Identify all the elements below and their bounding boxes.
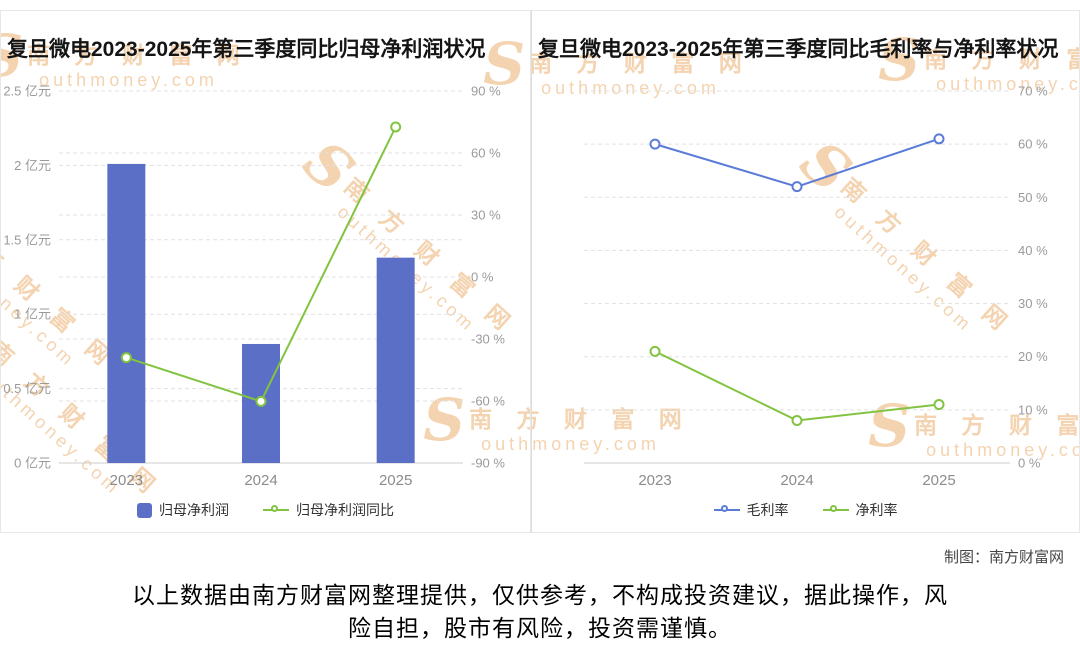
- right-axis-tick-label: 40 %: [1018, 243, 1048, 258]
- legend-label: 净利率: [855, 502, 898, 518]
- right-axis-tick-label: 30 %: [471, 208, 501, 223]
- left-axis-tick-label: 1.5 亿元: [3, 232, 51, 247]
- net-profit-chart: 0 亿元 0.5 亿元 1 亿元 1.5 亿元 2 亿元 2.5 亿元 -90 % -60 %…: [3, 84, 505, 490]
- net-profit-chart-title: 复旦微电2023-2025年第三季度同比归母净利润状况: [7, 38, 486, 61]
- disclaimer: 以上数据由南方财富网整理提供，仅供参考，不构成投资建议，据此操作，风 险自担，股…: [0, 579, 1080, 645]
- x-axis-label: 2023: [638, 472, 671, 489]
- right-axis-tick-label: -60 %: [471, 394, 505, 409]
- charts-row: 复旦微电2023-2025年第三季度同比归母净利润状况 0 亿元 0.5 亿元 1 …: [0, 10, 1080, 533]
- left-axis-tick-label: 1 亿元: [14, 307, 51, 322]
- left-axis-tick-label: 2 亿元: [14, 158, 51, 173]
- right-axis-tick-label: 0 %: [1018, 456, 1041, 471]
- x-axis-label: 2025: [922, 472, 955, 489]
- legend-line-marker-icon: [263, 504, 289, 516]
- point-marker: [649, 345, 661, 357]
- right-axis-tick-label: 0 %: [471, 270, 494, 285]
- right-axis-tick-label: 10 %: [1018, 402, 1048, 417]
- point-marker: [649, 138, 661, 150]
- right-axis-tick-label: 90 %: [471, 84, 501, 99]
- margins-chart-title: 复旦微电2023-2025年第三季度同比毛利率与净利率状况: [538, 38, 1059, 61]
- x-axis-label: 2023: [110, 472, 143, 489]
- disclaimer-line-1: 以上数据由南方财富网整理提供，仅供参考，不构成投资建议，据此操作，风: [132, 582, 948, 608]
- right-axis-tick-label: 30 %: [1018, 296, 1048, 311]
- point-marker: [390, 121, 402, 133]
- margins-chart-panel: 复旦微电2023-2025年第三季度同比毛利率与净利率状况 0 % 10 % 20 …: [531, 10, 1080, 533]
- left-axis-tick-label: 0 亿元: [14, 456, 51, 471]
- point-marker: [933, 399, 945, 411]
- left-axis-tick-label: 0.5 亿元: [3, 381, 51, 396]
- x-axis-label: 2024: [780, 472, 813, 489]
- right-axis-tick-label: -30 %: [471, 332, 505, 347]
- legend-label: 毛利率: [746, 502, 789, 518]
- right-axis-tick-label: 20 %: [1018, 349, 1048, 364]
- point-marker: [791, 181, 803, 193]
- net-profit-chart-legend: 归母净利润 归母净利润同比: [1, 500, 530, 520]
- right-axis-tick-label: 60 %: [471, 146, 501, 161]
- right-axis-tick-label: 60 %: [1018, 137, 1048, 152]
- disclaimer-line-2: 险自担，股市有风险，投资需谨慎。: [348, 615, 732, 641]
- chart-credit: 制图：南方财富网: [943, 549, 1064, 566]
- left-axis-tick-label: 2.5 亿元: [3, 84, 51, 99]
- point-marker: [791, 414, 803, 426]
- point-marker: [933, 133, 945, 145]
- right-axis-tick-label: 50 %: [1018, 190, 1048, 205]
- bar-mark: [107, 163, 146, 464]
- margins-chart: 0 % 10 % 20 % 30 % 40 % 50 % 60 % 70 % 2023 2024 2…: [584, 84, 1048, 489]
- legend-label: 归母净利润同比: [296, 502, 394, 518]
- legend-bar-swatch-icon: [137, 502, 152, 518]
- point-marker: [120, 352, 132, 364]
- x-axis-label: 2025: [379, 472, 412, 489]
- margins-chart-legend: 毛利率 净利率: [532, 500, 1079, 520]
- right-axis-tick-label: 70 %: [1018, 84, 1048, 99]
- net-profit-chart-panel: 复旦微电2023-2025年第三季度同比归母净利润状况 0 亿元 0.5 亿元 1 …: [0, 10, 531, 533]
- legend-line-marker-icon: [822, 504, 849, 516]
- bar-mark: [376, 257, 415, 463]
- right-axis-tick-label: -90 %: [471, 456, 505, 471]
- legend-line-marker-icon: [713, 504, 740, 516]
- x-axis-label: 2024: [244, 472, 277, 489]
- legend-line-circle: [830, 504, 837, 512]
- legend-item[interactable]: 毛利率: [713, 500, 789, 520]
- line-series: [654, 137, 940, 188]
- legend-item[interactable]: 净利率: [822, 500, 898, 520]
- legend-item[interactable]: 归母净利润同比: [263, 500, 394, 520]
- legend-line-circle: [721, 504, 728, 512]
- legend-line-circle: [270, 504, 278, 512]
- legend-item[interactable]: 归母净利润: [137, 500, 229, 520]
- point-marker: [255, 395, 267, 407]
- legend-label: 归母净利润: [159, 502, 229, 518]
